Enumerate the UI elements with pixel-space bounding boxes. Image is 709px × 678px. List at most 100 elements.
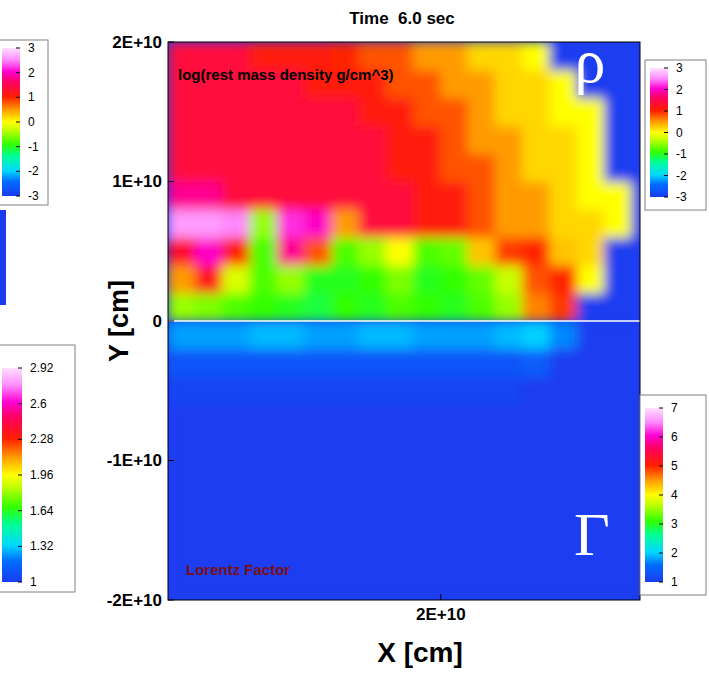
cell [604, 42, 632, 70]
cell [577, 293, 605, 321]
cell [331, 237, 359, 266]
cell [249, 432, 277, 461]
cell [331, 209, 359, 238]
cell [604, 460, 632, 489]
cell [495, 516, 523, 545]
cell [195, 237, 223, 266]
cell [577, 404, 605, 433]
cell [495, 376, 523, 405]
cell [222, 516, 250, 545]
cell [631, 376, 640, 405]
cell [386, 321, 414, 349]
cell [549, 97, 577, 126]
cell [277, 265, 305, 294]
cell [631, 97, 640, 126]
colorbar-tick [16, 72, 20, 73]
cell [222, 293, 250, 321]
cell [358, 153, 386, 182]
cell [277, 181, 305, 210]
cell [522, 209, 550, 238]
cell [631, 488, 640, 517]
cell [277, 209, 305, 238]
cell [413, 69, 441, 98]
cell [195, 432, 223, 461]
cell [577, 460, 605, 489]
cell [304, 572, 332, 600]
cell [522, 404, 550, 433]
cell [468, 544, 496, 573]
cell [604, 376, 632, 405]
cell [631, 432, 640, 461]
cell [440, 69, 468, 98]
cell [440, 181, 468, 210]
cell [413, 544, 441, 573]
cell [277, 376, 305, 405]
cell [304, 321, 332, 349]
cell [577, 376, 605, 405]
x-tick [440, 594, 441, 600]
cell [495, 544, 523, 573]
cell [358, 321, 386, 349]
cell [331, 181, 359, 210]
cell [386, 237, 414, 266]
cell [468, 97, 496, 126]
cell [495, 153, 523, 182]
cell [168, 516, 196, 545]
cell [440, 237, 468, 266]
field-1 [168, 321, 640, 600]
cell [195, 293, 223, 321]
cell [195, 488, 223, 517]
cell [222, 460, 250, 489]
cell [495, 69, 523, 98]
cell [358, 237, 386, 266]
cell [358, 265, 386, 294]
cell [468, 460, 496, 489]
colorbar-tick [659, 495, 663, 496]
colorbar-tick [16, 146, 20, 147]
cell [631, 321, 640, 349]
cell [549, 321, 577, 349]
colorbar-strip [2, 368, 22, 582]
cell [195, 460, 223, 489]
cell [440, 404, 468, 433]
cell [331, 488, 359, 517]
colorbar-tick-label: 0 [676, 126, 683, 140]
cell [249, 293, 277, 321]
cell [168, 237, 196, 266]
cell [386, 488, 414, 517]
cell [304, 348, 332, 377]
cell [468, 125, 496, 154]
cell [413, 209, 441, 238]
y-tick-label: 0 [153, 312, 162, 331]
cell [249, 153, 277, 182]
colorbar: 3210-1-2-3 [0, 40, 48, 205]
cell [577, 432, 605, 461]
cell [549, 237, 577, 266]
cell [304, 181, 332, 210]
cell [631, 544, 640, 573]
cell [386, 265, 414, 294]
cell [522, 321, 550, 349]
cell [440, 432, 468, 461]
cell [577, 153, 605, 182]
colorbar-tick [659, 524, 663, 525]
colorbar-tick [18, 546, 22, 547]
cell [168, 293, 196, 321]
colorbar-tick [16, 122, 20, 123]
cell [468, 237, 496, 266]
cell [358, 404, 386, 433]
cell [440, 97, 468, 126]
cell [358, 348, 386, 377]
cell [222, 125, 250, 154]
cell [440, 293, 468, 321]
cell [413, 125, 441, 154]
cell [577, 237, 605, 266]
cell [631, 237, 640, 266]
cell [358, 97, 386, 126]
colorbar-strip [2, 48, 20, 196]
cell [440, 376, 468, 405]
cell [304, 516, 332, 545]
colorbar-tick-label: 2.28 [30, 432, 54, 446]
cell [195, 348, 223, 377]
cell [522, 42, 550, 70]
